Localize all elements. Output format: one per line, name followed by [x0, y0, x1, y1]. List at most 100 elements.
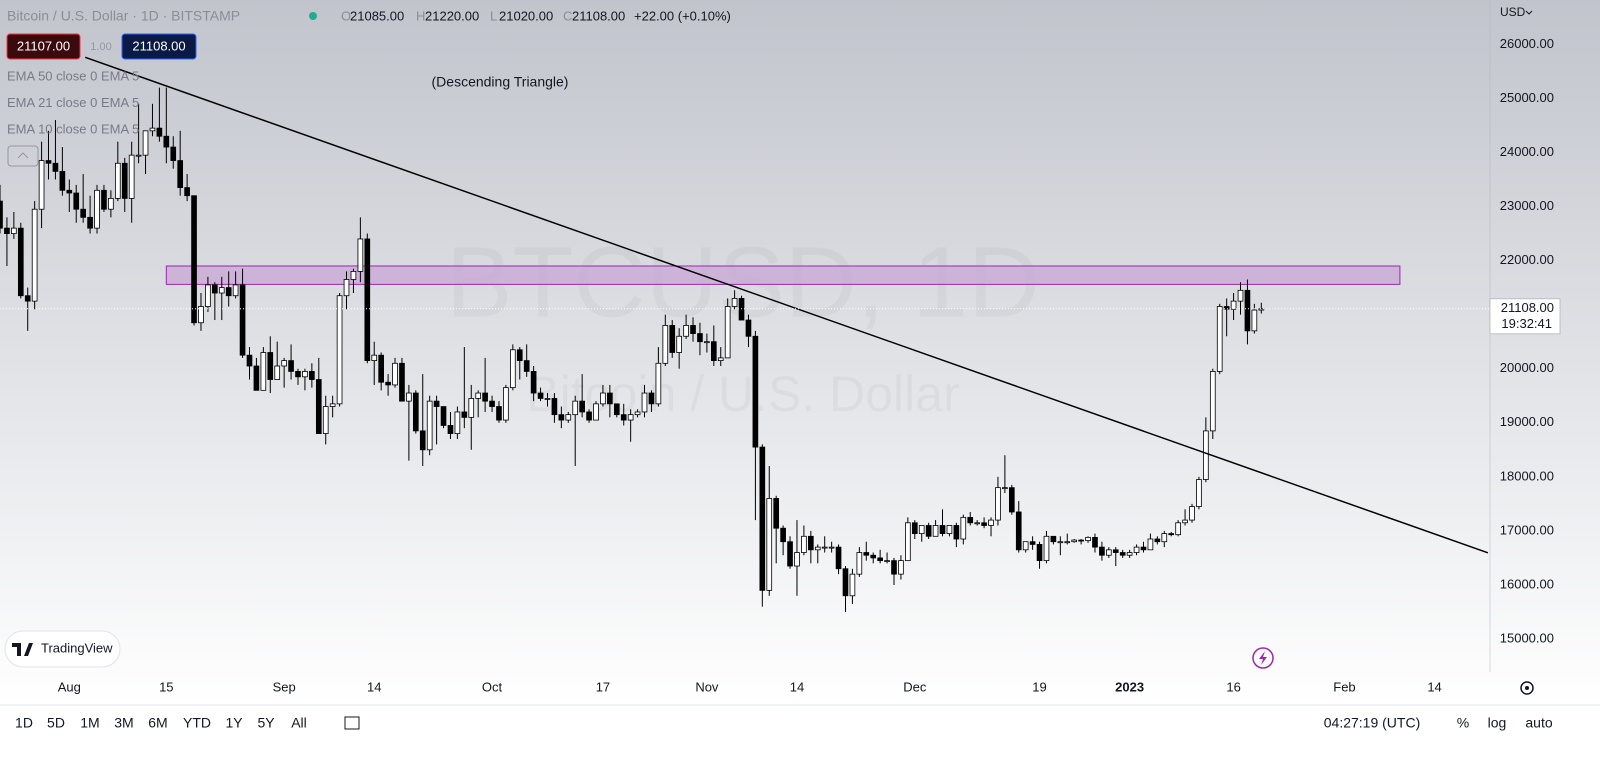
candle-body: [884, 560, 890, 563]
y-tick-label: 19000.00: [1500, 414, 1554, 429]
symbol-title: Bitcoin / U.S. Dollar · 1D · BITSTAMP: [7, 8, 240, 24]
candle-body: [988, 519, 994, 526]
interval-button[interactable]: 1Y: [225, 715, 243, 731]
candle-body: [267, 352, 274, 380]
indicator-label[interactable]: EMA 10 close 0 EMA 5: [7, 121, 139, 136]
x-tick-label: 16: [1226, 679, 1240, 694]
settings-icon[interactable]: [1520, 681, 1534, 695]
spread: 1.00: [90, 41, 111, 53]
candle-body: [655, 362, 662, 405]
candle-body: [1043, 535, 1050, 562]
candle-body: [357, 238, 364, 272]
market-status: [309, 12, 317, 20]
candle-body: [627, 414, 634, 421]
candle-body: [572, 400, 579, 416]
candle-body: [4, 227, 10, 234]
date-range-icon[interactable]: [344, 716, 360, 730]
candle-body: [849, 573, 856, 597]
candle-body: [676, 335, 682, 353]
candle-body: [468, 398, 475, 418]
candle-body: [1161, 533, 1168, 543]
interval-button[interactable]: 1M: [80, 715, 99, 731]
candle-body: [218, 287, 225, 294]
currency-caret: [1525, 10, 1533, 15]
candle-body: [121, 162, 128, 199]
candle-body: [31, 208, 38, 302]
x-tick-label: 15: [159, 679, 173, 694]
interval-button[interactable]: All: [291, 715, 307, 731]
candle-body: [863, 552, 870, 556]
candle-body: [302, 371, 308, 378]
candle-body: [808, 535, 814, 551]
candle-body: [967, 516, 974, 524]
candle-body: [496, 406, 502, 421]
interval-button[interactable]: 3M: [114, 715, 133, 731]
collapse-button[interactable]: [7, 145, 39, 167]
scale-button[interactable]: auto: [1525, 715, 1552, 731]
candle-body: [1126, 552, 1133, 556]
candle-body: [1112, 549, 1119, 553]
x-tick-label: 19: [1032, 679, 1046, 694]
candle-body: [329, 403, 336, 407]
candle-body: [433, 400, 440, 407]
candle-body: [191, 195, 197, 324]
legend-key: C: [563, 8, 572, 23]
legend-value: 21108.00: [572, 8, 625, 23]
y-tick-label: 24000.00: [1500, 144, 1554, 159]
candle-body: [939, 525, 946, 534]
candle-body: [1168, 533, 1175, 536]
bottom-toolbar: 1D 5D 1M 3M 6M YTD 1Y 5Y All% log auto: [15, 715, 1553, 731]
candle-body: [1223, 306, 1230, 310]
candle-body: [1140, 546, 1147, 551]
logo-badge[interactable]: [4, 630, 121, 668]
candle-body: [648, 392, 655, 405]
candle-body: [669, 325, 676, 353]
candle-body: [454, 411, 461, 434]
candle-body: [288, 360, 294, 372]
candle-body: [634, 411, 641, 416]
sell-button[interactable]: [6, 33, 81, 60]
interval-button[interactable]: 5Y: [257, 715, 275, 731]
buy-price: 21108.00: [132, 38, 185, 53]
candle-body: [426, 400, 433, 451]
candle-body: [752, 335, 759, 448]
pane-background: [0, 0, 1600, 705]
interval-button[interactable]: YTD: [183, 715, 211, 731]
candle-body: [918, 525, 925, 534]
candle-body: [1251, 309, 1258, 332]
y-tick-label: 20000.00: [1500, 360, 1554, 375]
candle-body: [995, 487, 1001, 521]
candle-body: [343, 279, 350, 297]
candle-body: [537, 392, 544, 399]
scale-button[interactable]: log: [1488, 715, 1507, 731]
currency[interactable]: USD: [1500, 5, 1526, 19]
indicator-label[interactable]: EMA 21 close 0 EMA 5: [7, 95, 139, 110]
buy-button[interactable]: [121, 33, 197, 60]
candle-body: [1071, 539, 1078, 543]
y-tick-label: 22000.00: [1500, 252, 1554, 267]
candle-body: [946, 525, 953, 534]
legend-value: 21020.00: [499, 8, 553, 23]
candle-body: [877, 557, 883, 562]
candle-body: [336, 295, 343, 405]
interval-button[interactable]: 1D: [15, 715, 33, 731]
interval-button[interactable]: 5D: [47, 715, 65, 731]
interval-button[interactable]: 6M: [148, 715, 167, 731]
lightning-button[interactable]: [1252, 647, 1274, 669]
candle-body: [399, 362, 405, 402]
candle-body: [419, 430, 426, 451]
candle-body: [212, 284, 218, 294]
candle-body: [440, 406, 447, 426]
candle-body: [600, 392, 606, 405]
candle-body: [38, 160, 45, 210]
candle-body: [523, 360, 530, 372]
candle-body: [1244, 289, 1251, 332]
y-tick-label: 23000.00: [1500, 198, 1554, 213]
indicator-label[interactable]: EMA 50 close 0 EMA 5: [7, 68, 139, 83]
candle-body: [281, 360, 287, 367]
x-tick-label: 14: [790, 679, 804, 694]
scale-button[interactable]: %: [1457, 715, 1469, 731]
candle-body: [371, 354, 378, 361]
